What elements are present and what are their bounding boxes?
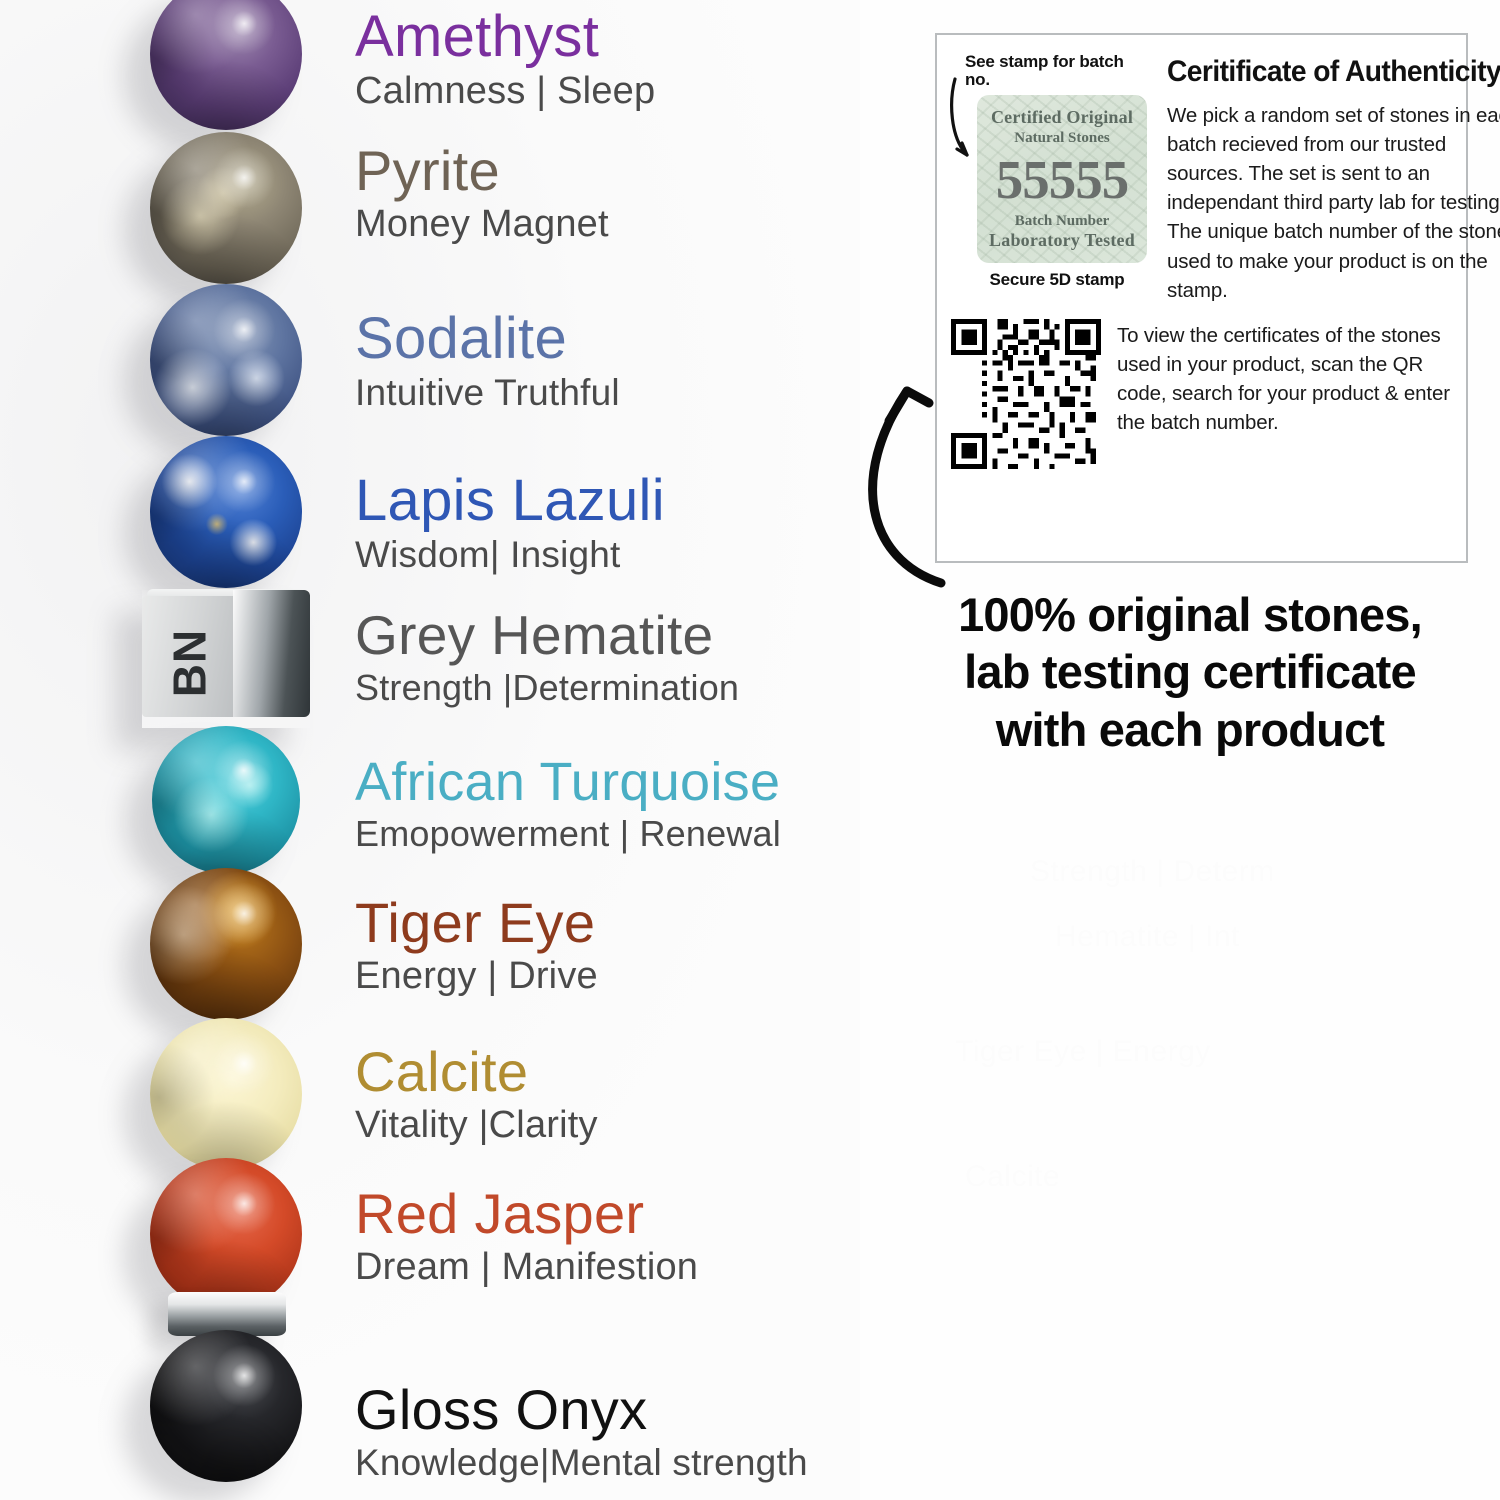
stone-properties-red-jasper: Dream | Manifestion: [355, 1246, 699, 1288]
qr-code-icon[interactable]: [951, 318, 1101, 469]
stone-properties-lapis-lazuli: Wisdom| Insight: [355, 534, 621, 575]
stone-name-red-jasper: Red Jasper: [355, 1182, 645, 1245]
stone-name-sodalite: Sodalite: [355, 306, 567, 371]
stone-entry-african-turquoise: African Turquoise Emopowerment | Renewal: [355, 755, 781, 853]
bead-highlight: [150, 1018, 302, 1170]
stone-name-tiger-eye: Tiger Eye: [355, 891, 596, 954]
stone-name-african-turquoise: African Turquoise: [355, 752, 781, 812]
tagline-line-3: with each product: [995, 702, 1385, 756]
brand-logo-bn: BN: [163, 628, 216, 698]
stone-properties-tiger-eye: Energy | Drive: [355, 955, 598, 997]
callout-arrow-icon: [868, 386, 946, 588]
stamp-batch-number: 55555: [995, 148, 1129, 210]
certificate-paragraph-1: We pick a random set of stones in each b…: [1167, 104, 1500, 302]
stone-entry-pyrite: Pyrite Money Magnet: [355, 143, 609, 245]
tagline-line-2: lab testing certificate: [964, 645, 1417, 699]
stone-properties-grey-hematite: Strength |Determination: [355, 667, 740, 708]
stone-entry-calcite: Calcite Vitality |Clarity: [355, 1044, 598, 1146]
bead-spacer-disc: [168, 1292, 286, 1336]
stone-entry-grey-hematite: Grey Hematite Strength |Determination: [355, 608, 739, 707]
bead-red-jasper: [150, 1158, 302, 1310]
bead-african-turquoise: [152, 726, 300, 874]
stamp-pointer-arrow-icon: [950, 77, 969, 157]
bead-calcite: [150, 1018, 302, 1170]
stone-properties-amethyst: Calmness | Sleep: [355, 70, 656, 112]
bead-highlight: [150, 868, 302, 1020]
bead-pyrite: [150, 132, 302, 284]
bead-hematite-logo-cube: BN: [142, 589, 310, 728]
stamp-line-3: Batch Number: [1014, 212, 1110, 229]
stone-name-amethyst: Amethyst: [355, 4, 600, 69]
bead-tiger-eye: [150, 868, 302, 1020]
stone-entry-amethyst: Amethyst Calmness | Sleep: [355, 8, 655, 112]
stone-name-grey-hematite: Grey Hematite: [355, 604, 714, 666]
bead-highlight: [150, 0, 302, 130]
certificate-paragraph-2: To view the certificates of the stones u…: [1117, 323, 1450, 435]
certificate-text-column: Ceritificate of Authenticity We pick a r…: [1165, 49, 1500, 305]
stone-entry-lapis-lazuli: Lapis Lazuli Wisdom| Insight: [355, 472, 665, 575]
stone-name-lapis-lazuli: Lapis Lazuli: [355, 468, 665, 533]
bead-highlight: [150, 436, 302, 588]
bracelet-bead-strand: BN: [0, 0, 360, 1500]
certificate-of-authenticity-card: See stamp for batch no. Certified Origin…: [935, 33, 1500, 563]
product-photo-background: [0, 0, 880, 1500]
certificate-title: Ceritificate of Authenticity: [1167, 55, 1500, 88]
secure-stamp-caption: Secure 5D stamp: [989, 269, 1125, 289]
stamp-line-2: Natural Stones: [1014, 129, 1110, 146]
stone-entry-gloss-onyx: Gloss Onyx Knowledge|Mental strength: [355, 1382, 808, 1483]
stamp-line-4: Laboratory Tested: [989, 229, 1135, 250]
stamp-column: See stamp for batch no. Certified Origin…: [950, 49, 1151, 305]
tagline-line-1: 100% original stones,: [958, 588, 1423, 641]
bead-highlight: [150, 1330, 302, 1482]
bead-amethyst: [150, 0, 302, 130]
stone-entry-red-jasper: Red Jasper Dream | Manifestion: [355, 1186, 698, 1288]
bead-sodalite: [150, 284, 302, 436]
stone-name-pyrite: Pyrite: [355, 139, 500, 202]
stone-name-calcite: Calcite: [355, 1040, 529, 1103]
authenticity-stamp: Certified Original Natural Stones 55555 …: [977, 94, 1147, 263]
cube-left-face: [142, 596, 237, 718]
stone-entry-sodalite: Sodalite Intuitive Truthful: [355, 310, 620, 413]
bead-highlight: [150, 284, 302, 436]
stone-entry-tiger-eye: Tiger Eye Energy | Drive: [355, 895, 598, 997]
bead-highlight: [150, 132, 302, 284]
stone-properties-african-turquoise: Emopowerment | Renewal: [355, 813, 781, 854]
stone-properties-gloss-onyx: Knowledge|Mental strength: [355, 1442, 808, 1483]
see-stamp-caption: See stamp for batch no.: [965, 52, 1124, 89]
stone-properties-calcite: Vitality |Clarity: [355, 1104, 598, 1146]
cube-right-face: [232, 590, 310, 717]
stone-name-gloss-onyx: Gloss Onyx: [355, 1378, 648, 1441]
stamp-line-1: Certified Original: [990, 106, 1134, 127]
bead-highlight: [150, 1158, 302, 1310]
tagline-block: 100% original stones, lab testing certif…: [930, 586, 1450, 758]
bead-lapis-lazuli: [150, 436, 302, 588]
stone-properties-sodalite: Intuitive Truthful: [355, 372, 620, 413]
bead-gloss-onyx: [150, 1330, 302, 1482]
stone-label-list: Amethyst Calmness | Sleep Pyrite Money M…: [355, 0, 875, 1500]
stone-properties-pyrite: Money Magnet: [355, 203, 609, 245]
bead-highlight: [152, 726, 300, 874]
